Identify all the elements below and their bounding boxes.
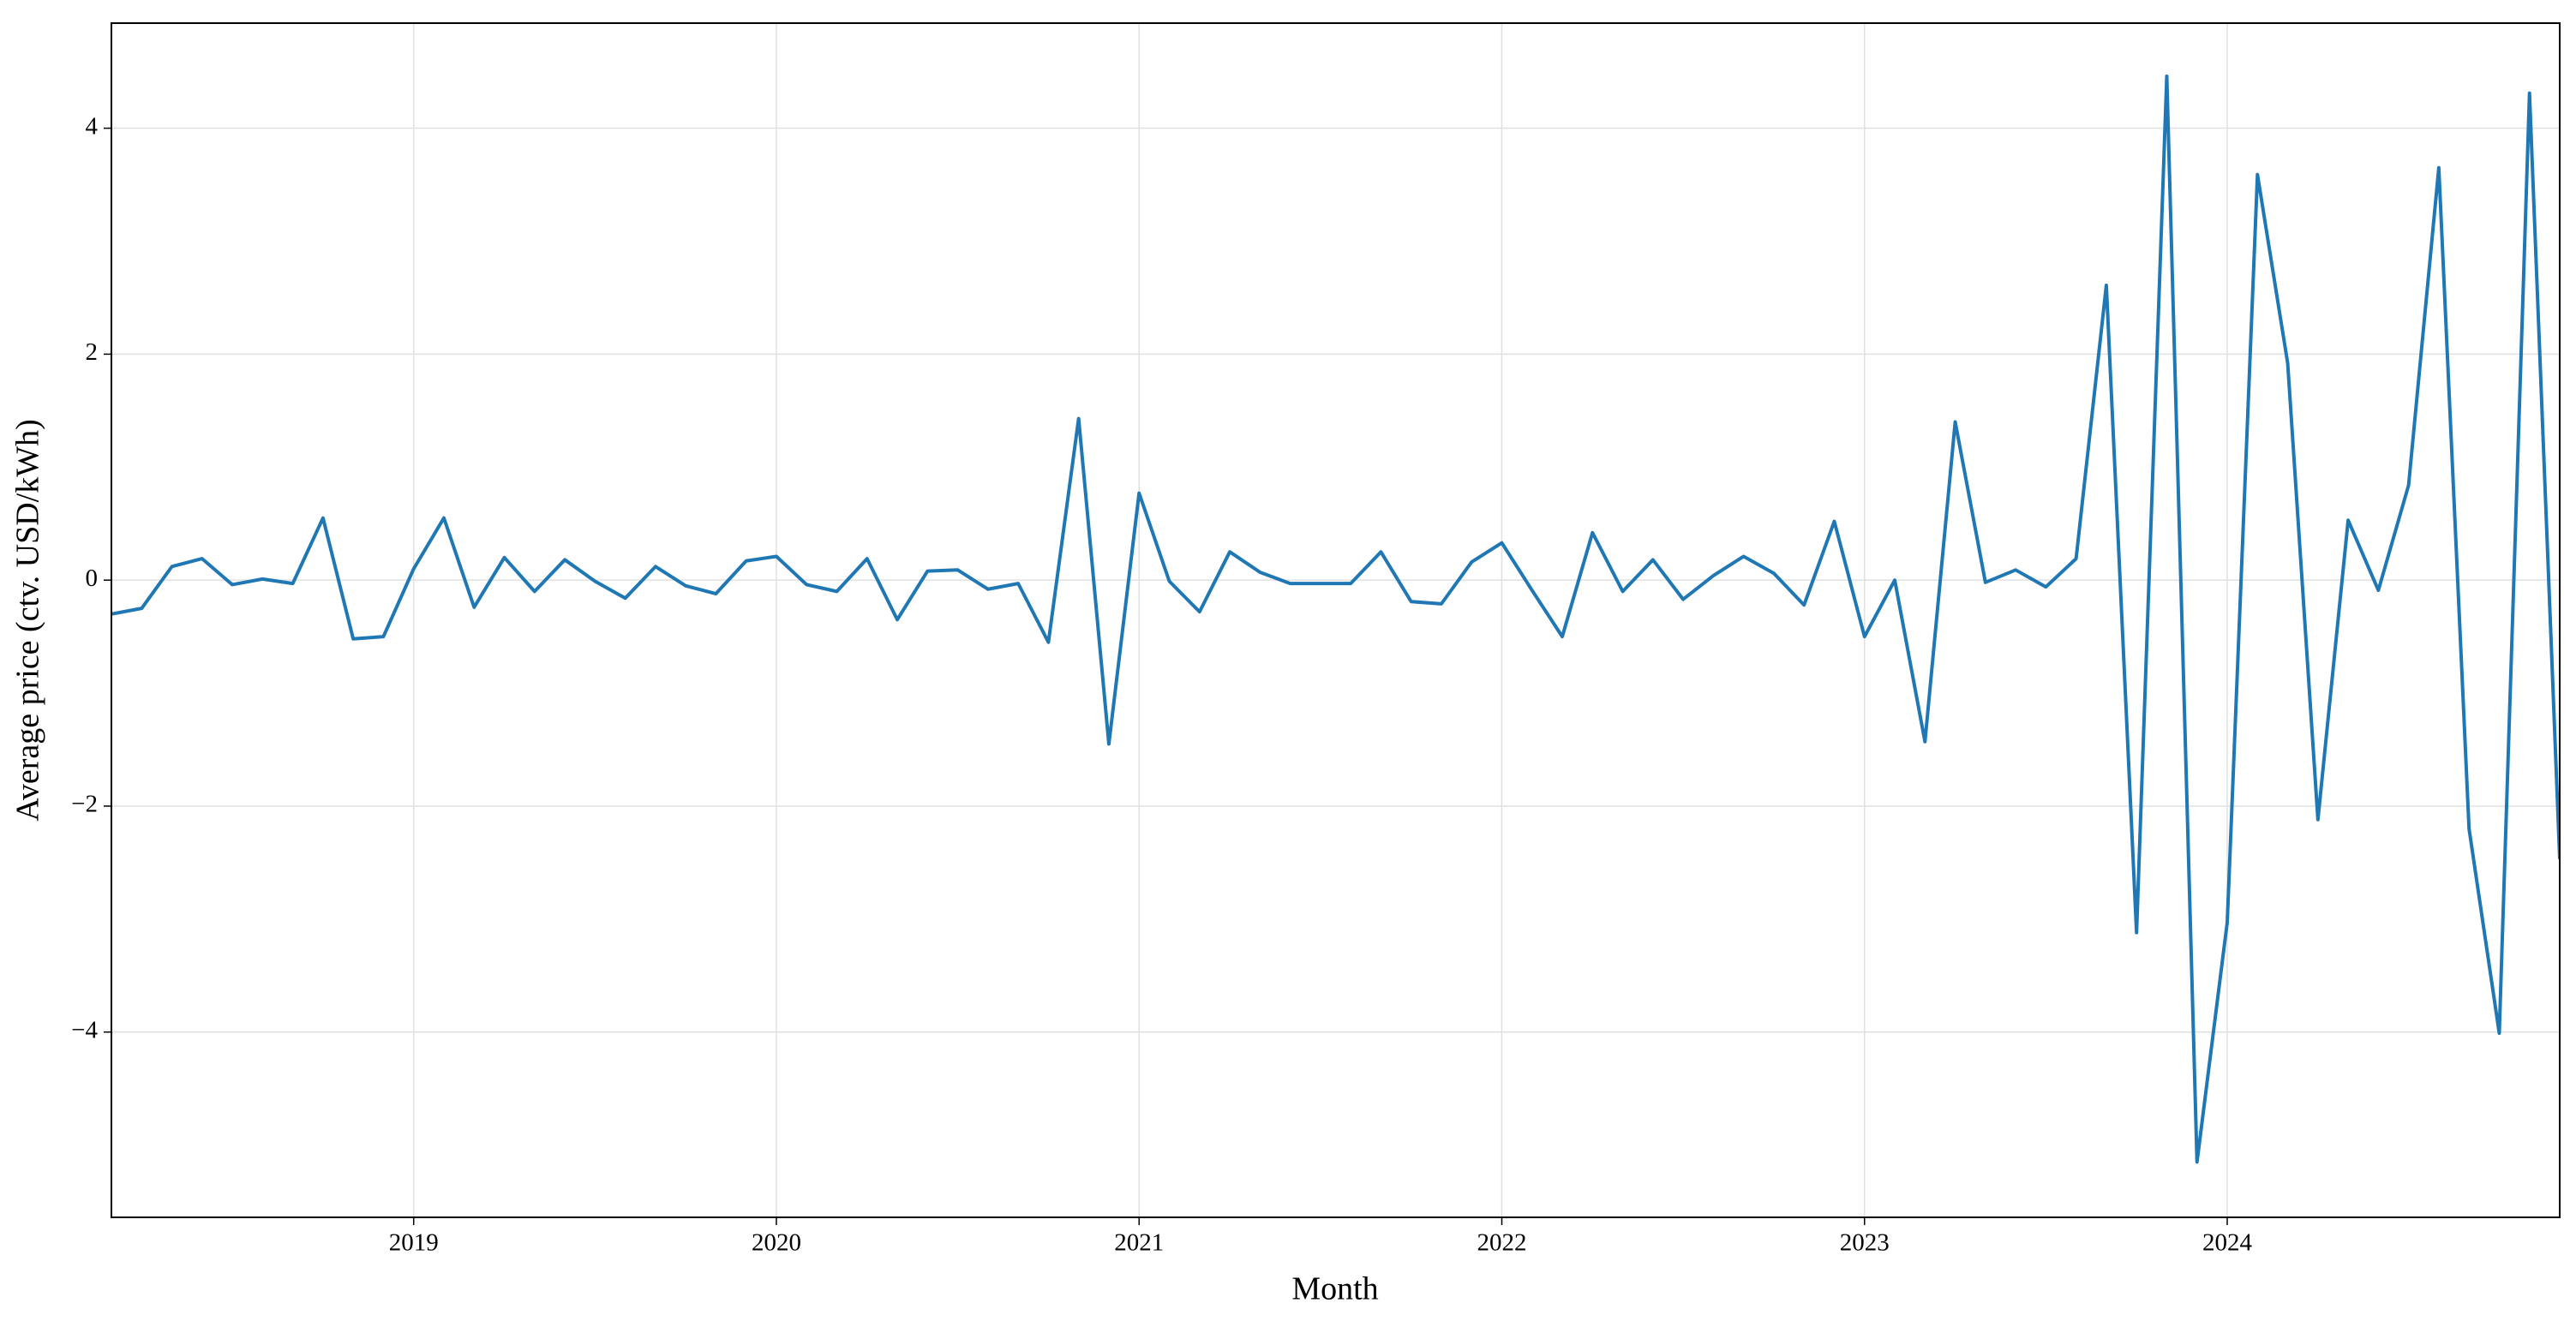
x-tick-label: 2021: [1114, 1229, 1164, 1257]
y-axis-label: Average price (ctv. USD/kWh): [10, 419, 46, 822]
x-tick-label: 2022: [1477, 1229, 1526, 1257]
x-tick-label: 2023: [1840, 1229, 1890, 1257]
x-tick-label: 2024: [2202, 1229, 2253, 1257]
plot-frame: [111, 22, 2561, 1218]
y-tick-label: 0: [86, 565, 99, 592]
y-tick-label: 2: [86, 338, 99, 366]
x-axis-label: Month: [1291, 1271, 1378, 1307]
y-tick-label: −2: [71, 791, 98, 818]
x-tick-label: 2019: [389, 1229, 439, 1257]
y-tick-label: 4: [86, 112, 99, 140]
data-line: [111, 74, 2560, 1164]
x-tick-label: 2020: [752, 1229, 801, 1257]
y-tick-label: −4: [71, 1016, 98, 1043]
